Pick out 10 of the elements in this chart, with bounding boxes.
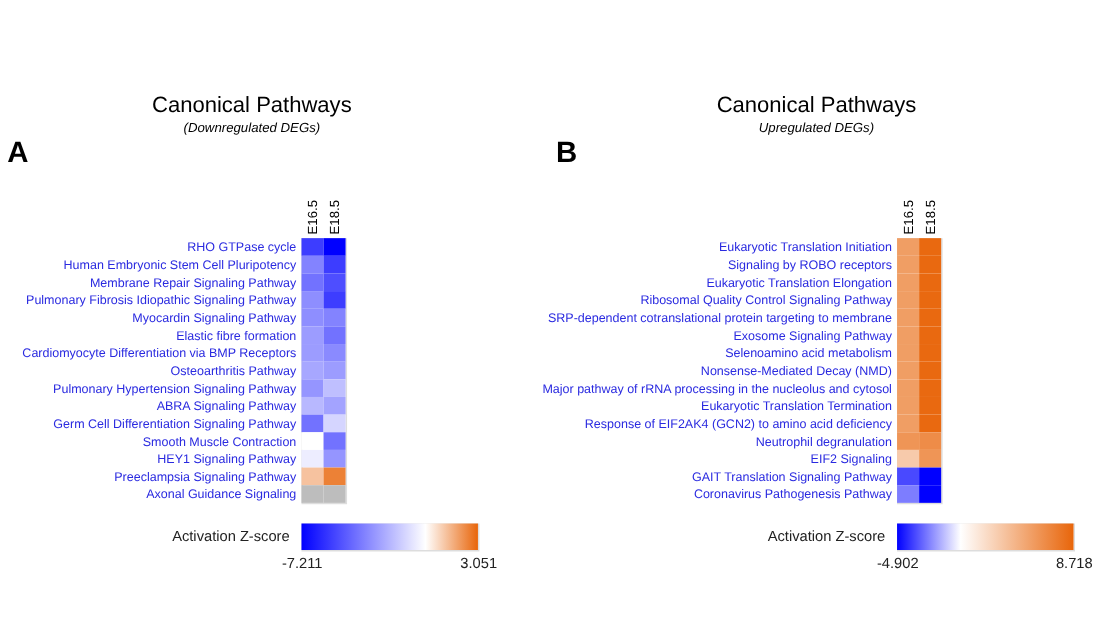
text: A [7, 137, 30, 170]
color-bar-title: Activation Z-score [172, 527, 290, 546]
chart-title: Canonical Pathways [716, 94, 918, 119]
text: B [555, 137, 578, 170]
color-bar-label: -7.211 [281, 554, 323, 573]
chart-title: Canonical Pathways [152, 94, 353, 119]
color-bar-label: 8.718 [1055, 554, 1093, 573]
color-bar-title: Activation Z-score [767, 527, 886, 546]
color-bar-label: 3.051 [460, 554, 498, 573]
color-bar-label: -4.902 [876, 554, 919, 573]
